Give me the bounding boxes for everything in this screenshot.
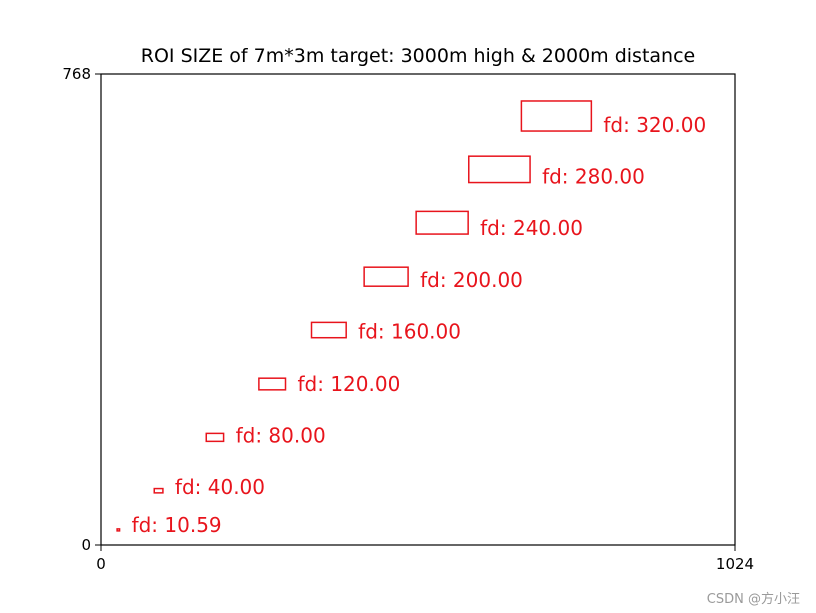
- roi-box-2: [153, 487, 164, 494]
- roi-box-7: [415, 210, 469, 235]
- roi-boxes: fd: 10.59 fd: 40.00 fd: 80.00 fd: 120.00 fd:…: [116, 100, 706, 537]
- roi-box-label: fd: 80.00: [236, 423, 326, 447]
- y-tick-label: 0: [81, 536, 91, 554]
- roi-box-3: [205, 432, 225, 443]
- roi-box-4: [258, 377, 287, 391]
- y-tick-label: 768: [62, 65, 91, 83]
- axis-ticks: 0 1024 0 768: [62, 65, 754, 573]
- roi-box-label: fd: 10.59: [132, 513, 222, 537]
- roi-box-label: fd: 200.00: [420, 268, 523, 292]
- roi-box-label: fd: 240.00: [480, 216, 583, 240]
- roi-box-5: [310, 321, 347, 339]
- roi-box-label: fd: 280.00: [542, 165, 645, 189]
- x-tick-label: 0: [96, 555, 106, 573]
- roi-box-8: [468, 155, 531, 184]
- roi-box-9: [520, 100, 593, 132]
- roi-box-label: fd: 40.00: [175, 475, 265, 499]
- watermark: CSDN @方小汪: [706, 592, 800, 607]
- roi-box-label: fd: 120.00: [298, 372, 401, 396]
- plot-area-frame: [100, 73, 736, 546]
- roi-box-label: fd: 160.00: [358, 320, 461, 344]
- x-tick-label: 1024: [716, 555, 754, 573]
- roi-box-1: [116, 528, 121, 532]
- chart-title: ROI SIZE of 7m*3m target: 3000m high & 2…: [141, 45, 695, 67]
- roi-box-6: [363, 266, 409, 287]
- roi-box-label: fd: 320.00: [603, 113, 706, 137]
